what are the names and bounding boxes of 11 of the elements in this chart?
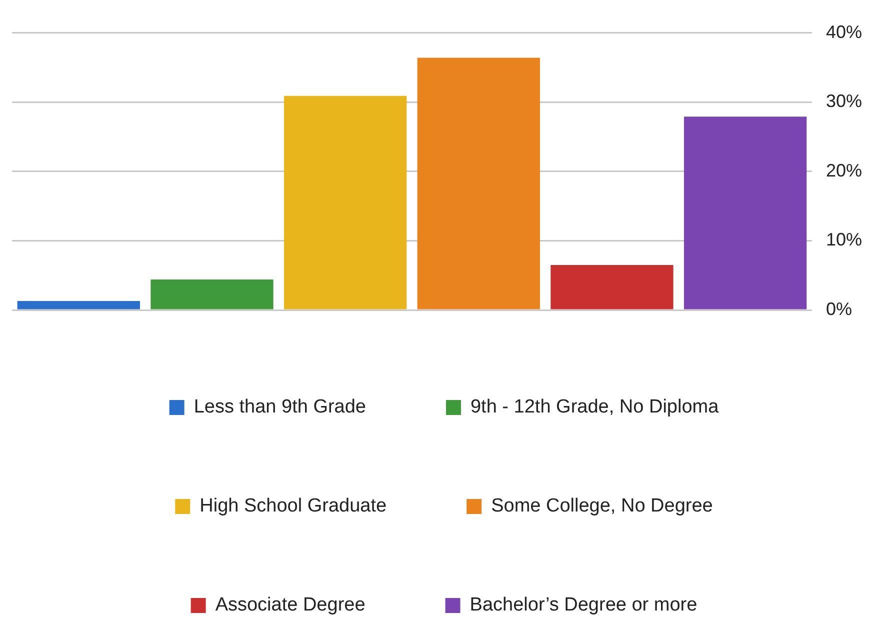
legend-label: Less than 9th Grade (194, 396, 366, 418)
y-tick-label: 30% (826, 91, 862, 112)
y-tick-label: 20% (826, 160, 862, 180)
y-tick-label: 0% (826, 298, 852, 319)
y-tick-label: 10% (826, 230, 862, 250)
legend-label: Bachelor’s Degree or more (470, 594, 698, 616)
legend-label: 9th - 12th Grade, No Diploma (470, 396, 720, 418)
legend-label: Associate Degree (215, 594, 366, 616)
legend-label: High School Graduate (200, 496, 387, 517)
legend-label: Some College, No Degree (491, 496, 713, 517)
y-tick-label: 40% (826, 22, 862, 42)
